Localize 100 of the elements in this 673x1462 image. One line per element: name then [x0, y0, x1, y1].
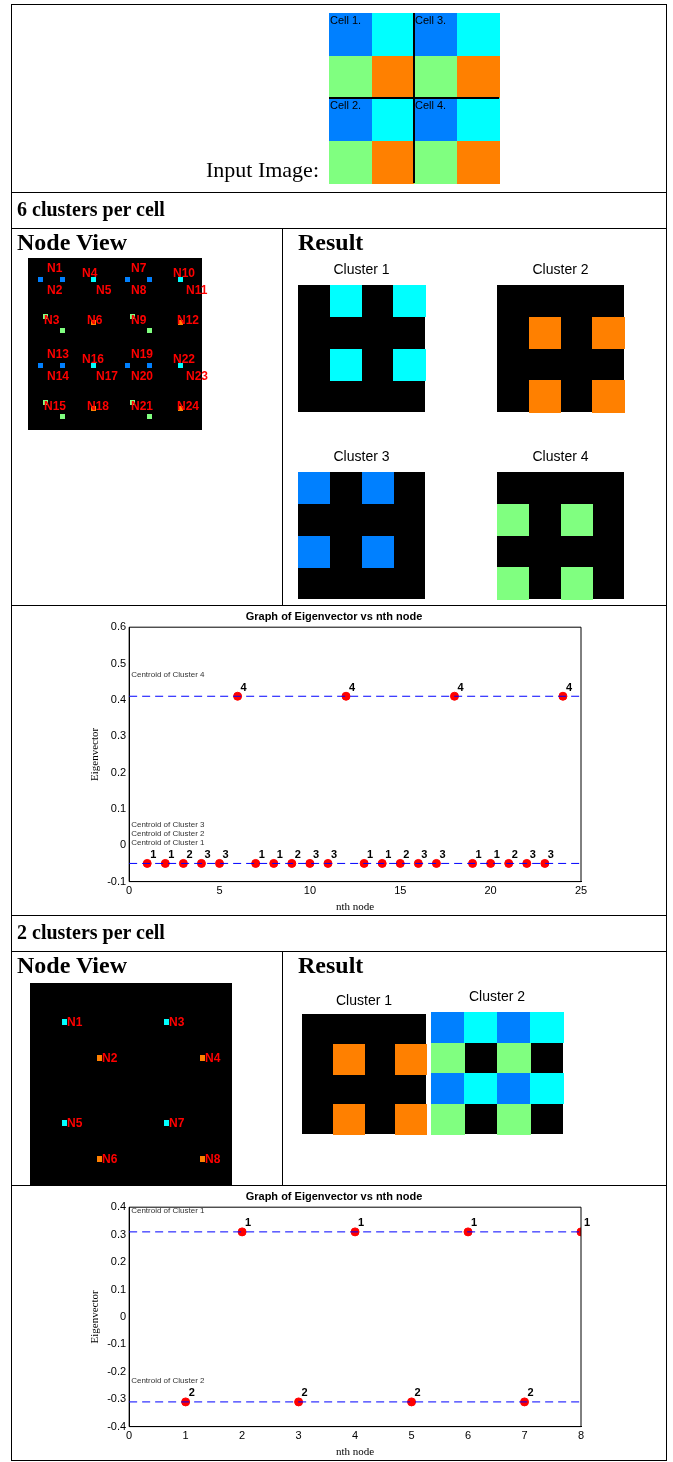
x-tick-label: 6: [464, 1429, 472, 1442]
text: N5: [96, 283, 112, 297]
annotation: 4: [349, 680, 357, 693]
text: N24: [177, 399, 200, 413]
x-axis-title: nth node: [335, 900, 375, 913]
annotation: 1: [493, 847, 500, 860]
annotation: 4: [565, 680, 573, 693]
text: Cell 1.: [330, 14, 362, 26]
annotation: 3: [330, 847, 338, 860]
text: N6: [87, 313, 103, 327]
annotation: 1: [245, 1216, 252, 1229]
y-tick-label: 0.1: [110, 801, 127, 814]
text: Result: [298, 229, 364, 255]
annotation: 1: [258, 847, 265, 860]
text: N19: [131, 347, 154, 361]
text: N5: [67, 1116, 83, 1130]
annotation: 2: [188, 1386, 195, 1399]
y-tick-label: -0.4: [107, 1419, 127, 1432]
text: N12: [177, 313, 200, 327]
text: N1: [47, 261, 63, 275]
annotation: 2: [414, 1386, 421, 1399]
text: N7: [131, 261, 147, 275]
x-tick-label: 1: [182, 1429, 189, 1442]
annotation: 1: [276, 847, 283, 860]
annotation: 2: [294, 847, 301, 860]
annotation: 2: [527, 1386, 534, 1399]
annotation: 3: [529, 847, 536, 860]
text: N9: [131, 313, 147, 327]
annotation: 2: [186, 847, 193, 860]
text: Result: [298, 952, 364, 978]
text: N13: [47, 347, 70, 361]
text: N8: [131, 283, 147, 297]
text: N1: [67, 1015, 83, 1029]
text: N6: [102, 1152, 118, 1166]
text: Cluster 1: [335, 992, 393, 1008]
text: N14: [47, 369, 70, 383]
y-tick-label: -0.1: [107, 1337, 127, 1350]
y-tick-label: 0.2: [110, 1255, 127, 1268]
x-tick-label: 3: [295, 1429, 302, 1442]
annotation: 2: [403, 847, 410, 860]
y-tick-label: 0.3: [110, 1227, 127, 1240]
y-tick-label: -0.3: [107, 1392, 127, 1405]
ref-line-label: Centroid of Cluster 2: [131, 1376, 206, 1386]
text: N15: [44, 399, 67, 413]
ref-line-label: Centroid of Cluster 1: [131, 837, 206, 847]
text: N21: [131, 399, 154, 413]
x-tick-label: 4: [352, 1429, 359, 1442]
annotation: 2: [301, 1386, 308, 1399]
annotation: 1: [168, 847, 175, 860]
y-tick-label: 0.4: [110, 692, 127, 705]
x-tick-label: 20: [484, 884, 497, 897]
annotation: 3: [439, 847, 446, 860]
annotation: 3: [222, 847, 229, 860]
text: N17: [96, 369, 119, 383]
x-tick-label: 10: [303, 884, 317, 897]
annotation: Centroid of Cluster 3: [131, 819, 206, 829]
x-tick-label: 5: [216, 884, 223, 897]
annotation: 1: [385, 847, 392, 860]
annotation: 1: [150, 847, 157, 860]
chart-title: Graph of Eigenvector vs nth node: [245, 609, 423, 622]
chart-title: Graph of Eigenvector vs nth node: [245, 1189, 423, 1202]
text: Cell 3.: [415, 14, 447, 26]
text: N2: [47, 283, 63, 297]
y-tick-label: 0.3: [110, 729, 127, 742]
y-tick-label: -0.1: [107, 874, 127, 887]
text: Cluster 2: [468, 988, 526, 1004]
text: N18: [87, 399, 110, 413]
y-axis-title: Eigenvector: [88, 727, 101, 781]
text: Cluster 4: [532, 448, 589, 464]
annotation: 4: [457, 680, 465, 693]
text: N4: [205, 1051, 221, 1065]
y-tick-label: -0.2: [107, 1364, 127, 1377]
y-tick-label: 0.4: [110, 1200, 127, 1213]
y-tick-label: 0.2: [110, 765, 127, 778]
text: Cluster 3: [333, 448, 390, 464]
x-tick-label: 15: [394, 884, 407, 897]
text: Node View: [17, 952, 127, 978]
x-tick-label: 25: [574, 884, 588, 897]
text: Cell 4.: [415, 99, 447, 111]
x-tick-label: 8: [577, 1429, 585, 1442]
annotation: Centroid of Cluster 2: [131, 828, 206, 838]
y-tick-label: 0.1: [110, 1282, 127, 1295]
text: N16: [82, 352, 105, 366]
text: Input Image:: [205, 157, 319, 182]
annotation: 3: [312, 847, 320, 860]
text: N2: [102, 1051, 118, 1065]
text: Cluster 2: [532, 261, 589, 277]
text: Node View: [17, 229, 127, 255]
y-axis-title: Eigenvector: [88, 1290, 101, 1344]
x-tick-label: 2: [239, 1429, 246, 1442]
y-tick-label: 0: [120, 838, 127, 851]
text: N3: [169, 1015, 185, 1029]
text: N3: [44, 313, 60, 327]
y-tick-label: 0.5: [110, 656, 127, 669]
annotation: 1: [475, 847, 482, 860]
annotation: 1: [584, 1216, 591, 1229]
annotation: 3: [547, 847, 554, 860]
text: N4: [82, 266, 98, 280]
text: N7: [169, 1116, 185, 1130]
annotation: 3: [204, 847, 211, 860]
